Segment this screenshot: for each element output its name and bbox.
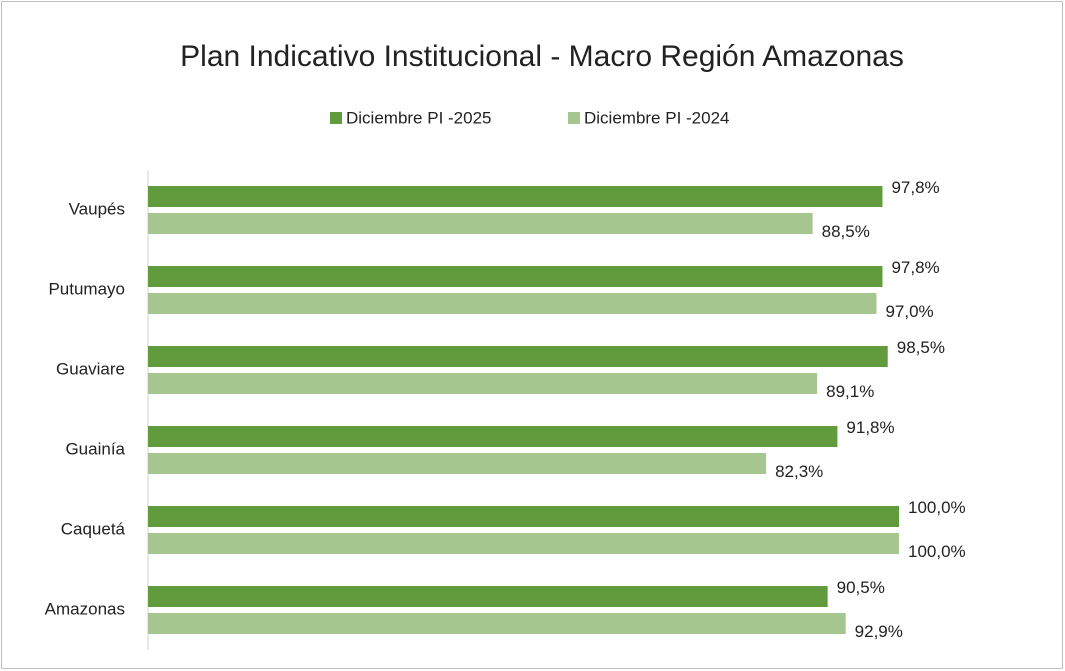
data-label: 82,3%: [775, 462, 823, 481]
y-tick-label: Guainía: [65, 439, 125, 458]
y-tick-label: Vaupés: [69, 199, 125, 218]
data-label: 100,0%: [908, 542, 966, 561]
bar: [148, 613, 846, 634]
bar: [148, 586, 828, 607]
data-label: 91,8%: [846, 418, 894, 437]
legend-swatch: [568, 112, 580, 124]
data-label: 100,0%: [908, 498, 966, 517]
legend-label: Diciembre PI -2024: [584, 108, 730, 127]
bar: [148, 186, 883, 207]
data-label: 88,5%: [822, 222, 870, 241]
chart-title: Plan Indicativo Institucional - Macro Re…: [180, 40, 904, 73]
bar: [148, 453, 767, 474]
bar: [148, 373, 818, 394]
bar: [148, 506, 899, 527]
legend-swatch: [330, 112, 342, 124]
y-tick-label: Guaviare: [56, 359, 125, 378]
bar: [148, 266, 883, 287]
y-tick-label: Amazonas: [45, 599, 125, 618]
y-tick-label: Putumayo: [48, 279, 125, 298]
y-tick-label: Caquetá: [61, 519, 126, 538]
data-label: 98,5%: [897, 338, 945, 357]
bar: [148, 426, 838, 447]
legend-label: Diciembre PI -2025: [346, 108, 492, 127]
bar: [148, 213, 813, 234]
bar: [148, 293, 877, 314]
data-label: 90,5%: [837, 578, 885, 597]
data-label: 92,9%: [855, 622, 903, 641]
data-label: 97,8%: [891, 258, 939, 277]
data-label: 97,0%: [885, 302, 933, 321]
bar: [148, 346, 888, 367]
data-label: 97,8%: [891, 178, 939, 197]
bar: [148, 533, 899, 554]
data-label: 89,1%: [826, 382, 874, 401]
